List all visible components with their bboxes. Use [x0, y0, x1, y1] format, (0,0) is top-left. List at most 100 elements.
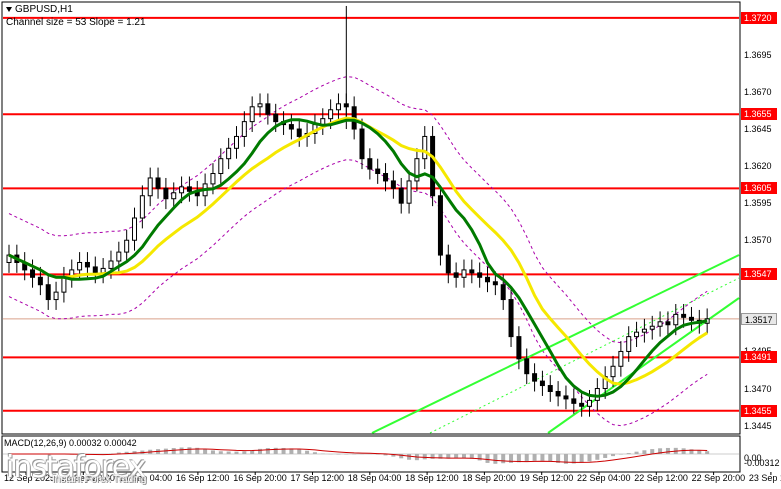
candle-body: [296, 128, 302, 137]
macd-bar: [611, 454, 616, 457]
macd-bar: [540, 454, 545, 461]
price-label-1-3620: 1.3620: [744, 161, 772, 172]
price-label-1-3645: 1.3645: [744, 124, 772, 135]
candle-body: [461, 269, 467, 278]
candle-body: [485, 276, 491, 283]
candle-body: [61, 276, 67, 293]
time-label: 19 Sep 12:00: [519, 473, 574, 483]
candle-body: [84, 261, 90, 268]
macd-signal-line: [9, 448, 708, 463]
candle-body: [437, 195, 443, 256]
candle-body: [273, 113, 279, 123]
macd-bar: [312, 452, 317, 454]
macd-bar: [422, 454, 427, 460]
macd-bar: [446, 454, 451, 459]
time-label: 22 Sep 04:00: [577, 473, 631, 483]
candle-body: [77, 261, 83, 271]
candle-body: [390, 180, 396, 189]
candle-body: [210, 173, 216, 185]
candle-body: [500, 284, 506, 301]
macd-bar: [250, 450, 255, 454]
candle-body: [233, 135, 239, 149]
macd-bar: [587, 454, 592, 462]
macd-bar: [242, 451, 247, 454]
candle-body: [147, 177, 153, 197]
candle-body: [6, 254, 12, 263]
candle-body: [422, 135, 428, 160]
candle-body: [226, 147, 232, 160]
candle-body: [555, 390, 561, 397]
macd-bar: [689, 449, 694, 454]
macd-bar: [210, 450, 215, 454]
candle-body: [53, 291, 59, 301]
macd-bar: [391, 454, 396, 457]
macd-bar: [595, 454, 600, 460]
axis-ticks: [25, 472, 772, 475]
candle-body: [492, 281, 498, 286]
candle-body: [241, 121, 247, 137]
macd-bar: [218, 451, 223, 454]
candle-body: [218, 158, 224, 175]
macd-histogram: [3, 447, 739, 464]
candle-body: [257, 103, 263, 108]
logo-tagline: Instant Forex Trading: [52, 474, 147, 485]
macd-bar: [171, 448, 176, 454]
macd-bar: [665, 447, 670, 454]
candle-body: [594, 388, 600, 401]
price-label-1-3595: 1.3595: [744, 198, 772, 209]
macd-bar: [336, 454, 341, 455]
candle-body: [657, 321, 663, 327]
macd-bar: [258, 448, 263, 454]
macd-bar: [203, 448, 208, 454]
candle-body: [108, 260, 114, 269]
time-label: 16 Sep 04:00: [118, 473, 173, 483]
price-label-1-3655: 1.3655: [741, 108, 777, 121]
symbol-label: GBPUSD,H1: [15, 4, 73, 15]
macd-bar: [485, 454, 490, 463]
candle-body: [37, 276, 43, 286]
time-label: 16 Sep 20:00: [233, 473, 287, 483]
macd-bar: [650, 449, 655, 454]
macd-bar: [132, 451, 137, 454]
macd-bar: [658, 448, 663, 454]
dropdown-arrow-icon[interactable]: [6, 6, 12, 12]
macd-bar: [289, 448, 294, 454]
candle-body: [453, 272, 459, 278]
macd-bar: [116, 452, 121, 454]
symbol-title: GBPUSD,H1: [6, 4, 73, 15]
candle-body: [547, 385, 553, 392]
candle-body: [359, 128, 365, 160]
channel-info: Channel size = 53 Slope = 1.21: [6, 17, 146, 28]
candle-body: [139, 195, 145, 219]
candle-body: [579, 402, 585, 407]
macd-bar: [681, 448, 686, 454]
macd-bar: [571, 454, 576, 464]
candle-body: [367, 158, 373, 170]
time-label: 18 Sep 04:00: [347, 473, 402, 483]
candle-body: [469, 269, 475, 274]
macd-title: MACD(12,26,9) 0.00032 0.00042: [4, 438, 137, 448]
macd-bar: [697, 450, 702, 454]
candle-body: [618, 350, 624, 367]
candle-body: [688, 316, 694, 321]
price-label-1-3570: 1.3570: [744, 235, 772, 246]
macd-bar: [532, 454, 537, 461]
macd-bar: [430, 454, 435, 459]
macd-bar: [399, 454, 404, 459]
time-label: 18 Sep 12:00: [405, 473, 459, 483]
candle-body: [649, 325, 655, 330]
price-label-1-3470: 1.3470: [744, 383, 772, 394]
candle-body: [516, 336, 522, 360]
macd-bar: [226, 451, 231, 454]
macd-bar: [281, 447, 286, 454]
candle-body: [163, 187, 169, 200]
candle-body: [383, 173, 389, 182]
candle-body: [265, 103, 271, 115]
time-label: 22 Sep 20:00: [691, 473, 746, 483]
channel-upper: [371, 254, 740, 434]
main-panel: [1, 1, 741, 435]
candle-body: [673, 313, 679, 326]
candle-body: [681, 313, 687, 318]
macd-bar: [124, 451, 129, 454]
